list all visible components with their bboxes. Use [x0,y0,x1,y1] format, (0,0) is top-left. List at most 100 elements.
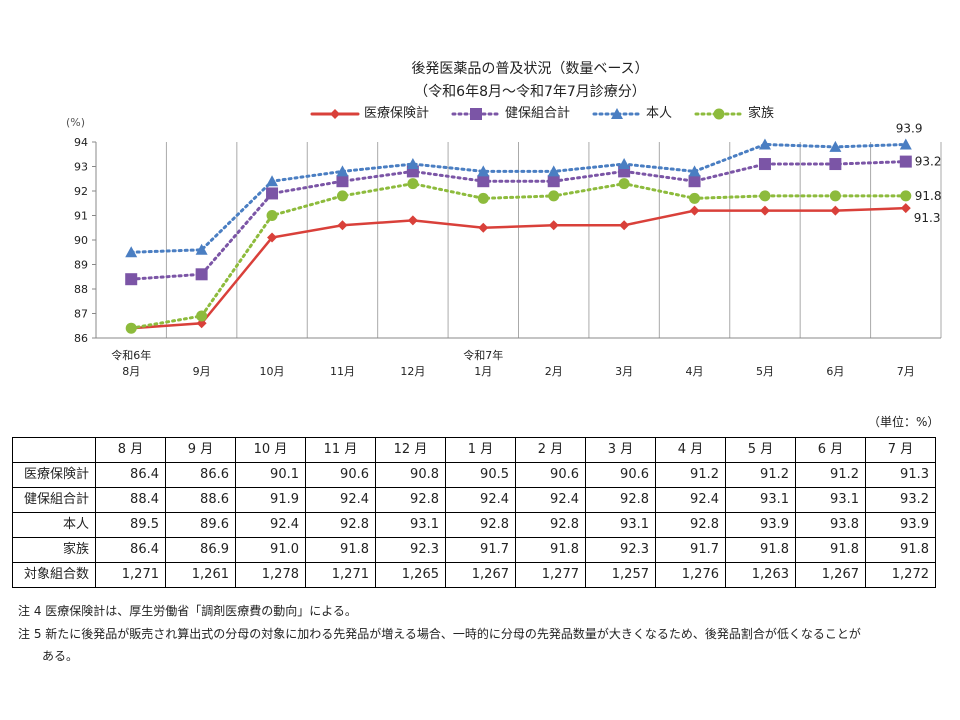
table-cell: 1,267 [445,562,516,588]
x-tick-label: 8月 [122,365,140,378]
x-tick-label: 6月 [826,365,844,378]
data-point [829,190,841,202]
legend-swatch [451,108,501,120]
table-cell: 1,267 [795,562,866,588]
table-cell: 92.8 [305,512,376,538]
table-cell: 93.1 [725,487,796,513]
table-cell: 93.2 [865,487,936,513]
table-cell: 1,276 [655,562,726,588]
table-cell: 90.5 [445,462,516,488]
y-tick-label: 92 [74,185,88,198]
table-cell: 93.1 [795,487,866,513]
column-header: 8 月 [95,437,166,463]
data-point [477,165,490,177]
data-point [618,178,630,190]
x-tick-label: 1月 [474,365,492,378]
table-cell: 90.8 [375,462,446,488]
data-point [899,155,912,168]
table-row: 家族 86.4 86.9 91.0 91.8 92.3 91.7 91.8 92.3 91.7 91… [12,537,936,563]
legend-label: 健保組合計 [505,106,571,121]
table-cell: 86.4 [95,462,166,488]
column-header: 11 月 [305,437,376,463]
data-point [619,220,630,231]
table-cell: 91.8 [725,537,796,563]
table-cell: 91.8 [865,537,936,563]
data-point [477,192,489,204]
column-header: 1 月 [445,437,516,463]
table-corner [12,437,96,463]
table-cell: 92.4 [305,487,376,513]
data-point [689,192,701,204]
column-header: 12 月 [375,437,446,463]
column-header: 3 月 [585,437,656,463]
row-label: 対象組合数 [12,562,96,588]
x-year-label: 令和7年 [463,348,503,362]
y-tick-label: 87 [74,308,88,321]
table-cell: 1,271 [95,562,166,588]
end-data-label: 93.9 [896,121,923,135]
table-cell: 86.9 [165,537,236,563]
end-data-label: 91.3 [914,211,941,225]
data-point [758,138,771,150]
table-cell: 1,265 [375,562,446,588]
y-tick-label: 94 [74,136,88,149]
column-header: 5 月 [725,437,796,463]
data-point [125,246,138,258]
data-point [547,165,560,177]
x-tick-label: 10月 [260,365,285,378]
data-point [195,268,208,281]
data-point [336,165,349,177]
data-point [829,140,842,152]
table-row: 健保組合計 88.4 88.6 91.9 92.4 92.8 92.4 92.4 92.8 92.… [12,487,936,513]
legend-label: 家族 [748,106,775,121]
note-5: 注 5 新たに後発品が販売され算出式の分母の対象に加わる先発品が増える場合、一時… [18,627,861,641]
data-point [125,273,138,286]
table-cell: 1,277 [515,562,586,588]
data-point [900,203,911,214]
table-cell: 91.7 [655,537,726,563]
legend-swatch [592,108,642,119]
table-cell: 1,271 [305,562,376,588]
table-cell: 92.3 [375,537,446,563]
table-cell: 92.4 [515,487,586,513]
table-cell: 93.1 [585,512,656,538]
table-cell: 91.3 [865,462,936,488]
data-point [618,158,631,170]
legend-item: 健保組合計 [451,106,570,122]
table-row: 医療保険計 86.4 86.6 90.1 90.6 90.8 90.5 90.6 90.6 91.… [12,462,936,488]
table-cell: 91.2 [795,462,866,488]
data-point [336,190,348,202]
data-point [478,222,489,233]
table-cell: 92.8 [515,512,586,538]
y-tick-label: 93 [74,161,88,174]
data-point [688,175,701,188]
table-row: 対象組合数 1,271 1,261 1,278 1,271 1,265 1,267 1,277… [12,562,936,588]
line-chart: 86 87 88 89 90 91 92 93 94 (%) 8月 令和6年 9月 10月 11月 12月 1月… [66,116,942,378]
data-point [195,243,208,255]
data-point [548,220,559,231]
note-4: 注 4 医療保険計は、厚生労働省「調剤医療費の動向」による。 [18,604,357,618]
legend-swatch [694,108,744,120]
end-data-label: 93.2 [915,155,942,169]
table-cell: 1,272 [865,562,936,588]
end-data-label: 91.8 [915,189,942,203]
table-cell: 90.1 [235,462,306,488]
x-tick-label: 2月 [545,365,563,378]
data-point [548,190,560,202]
table-cell: 91.9 [235,487,306,513]
table-cell: 89.6 [165,512,236,538]
data-point [336,175,349,188]
y-tick-label: 88 [74,283,88,296]
chart-legend: 医療保険計 健保組合計 本人 家族 [310,106,774,122]
chart-title: 後発医薬品の普及状況（数量ベース） [411,61,649,77]
data-point [266,187,279,200]
chart-subtitle: （令和6年8月～令和7年7月診療分） [414,84,646,100]
table-cell: 92.3 [585,537,656,563]
table-unit: （単位：%） [868,415,940,429]
data-point [267,232,278,243]
table-cell: 88.6 [165,487,236,513]
legend-item: 医療保険計 [310,106,429,122]
table-cell: 93.9 [725,512,796,538]
data-point [899,138,912,150]
